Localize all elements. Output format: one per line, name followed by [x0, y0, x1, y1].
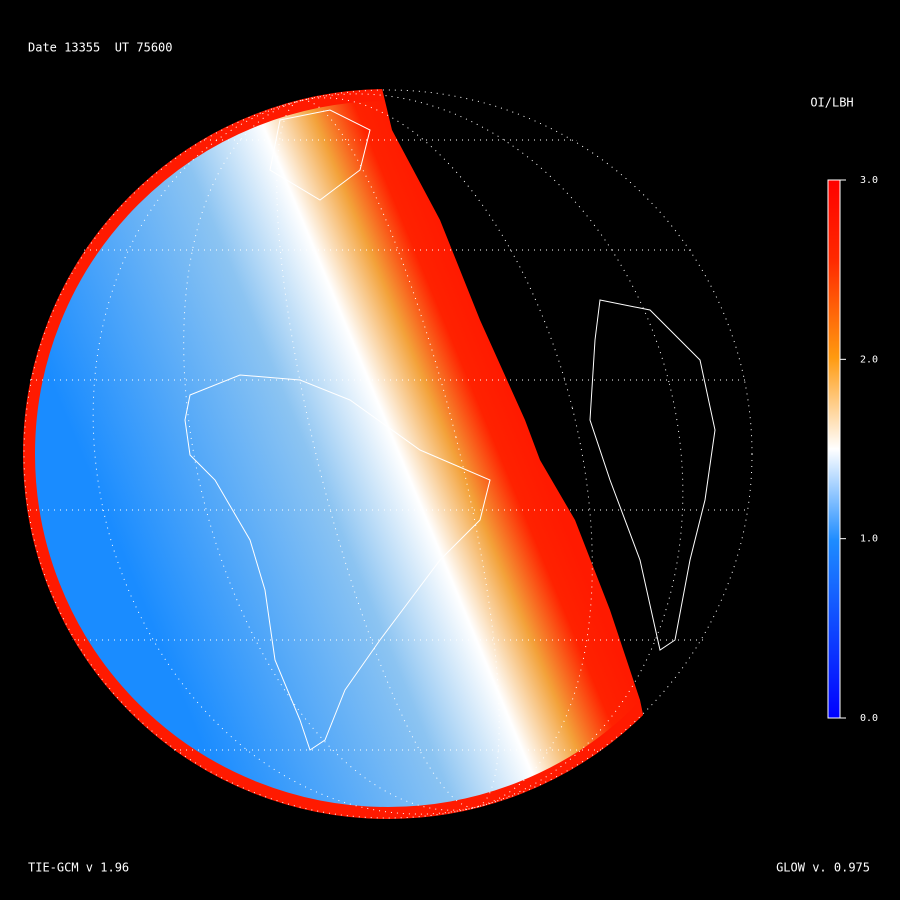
colorbar — [827, 179, 841, 719]
globe-outline — [23, 89, 753, 819]
colorbar-ticks: 3.0 2.0 1.0 0.0 — [840, 175, 878, 724]
footer-left: TIE-GCM v 1.96 — [28, 861, 129, 875]
date-label: Date 13355 UT 75600 — [28, 41, 173, 55]
coastline — [184, 109, 716, 751]
colorbar-title: OI/LBH — [810, 96, 853, 110]
colorbar-tick-label: 1.0 — [860, 534, 878, 545]
colorbar-tick-label: 2.0 — [860, 354, 878, 365]
footer-right: GLOW v. 0.975 — [776, 861, 870, 875]
nightside — [380, 88, 754, 738]
colorbar-tick-label: 0.0 — [860, 713, 878, 724]
globe — [22, 88, 754, 819]
colorbar-tick-label: 3.0 — [860, 175, 878, 186]
